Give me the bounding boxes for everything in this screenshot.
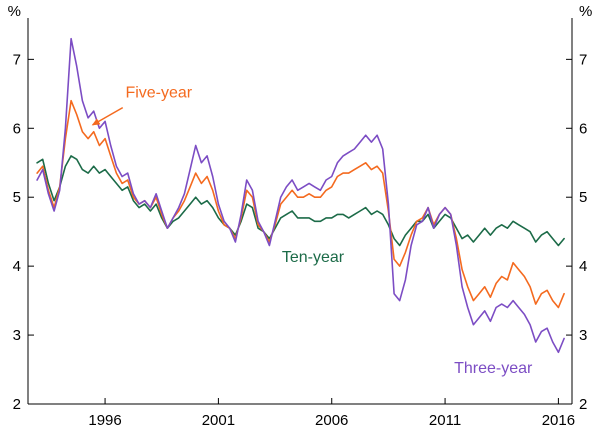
x-tick-label: 2011: [429, 412, 461, 429]
x-tick-label: 2006: [315, 412, 348, 429]
x-tick-label: 1996: [88, 412, 121, 429]
y-tick-label-right: 7: [579, 51, 587, 68]
y-tick-label-left: 5: [13, 189, 21, 206]
x-tick-label: 2001: [202, 412, 235, 429]
y-tick-label-left: 2: [13, 396, 21, 413]
y-tick-label-right: 3: [579, 327, 587, 344]
y-tick-label-left: 3: [13, 327, 21, 344]
series-line-three-year: [36, 37, 565, 354]
y-tick-label-left: 6: [13, 120, 21, 137]
y-tick-label-right: 6: [579, 120, 587, 137]
series-line-ten-year: [36, 155, 565, 247]
annotation-five-year: Five-year: [125, 84, 192, 101]
annotation-three-year: Three-year: [454, 360, 533, 377]
y-tick-label-left: 4: [13, 258, 21, 275]
five-year-arrow: [91, 106, 124, 126]
annotation-ten-year: Ten-year: [282, 249, 345, 266]
y-tick-label-right: 2: [579, 396, 587, 413]
y-unit-right: %: [579, 3, 592, 20]
y-unit-left: %: [8, 3, 21, 20]
series-line-five-year: [36, 99, 565, 309]
x-tick-label: 2016: [542, 412, 575, 429]
y-tick-label-right: 5: [579, 189, 587, 206]
y-tick-label-left: 7: [13, 51, 21, 68]
y-tick-label-right: 4: [579, 258, 587, 275]
